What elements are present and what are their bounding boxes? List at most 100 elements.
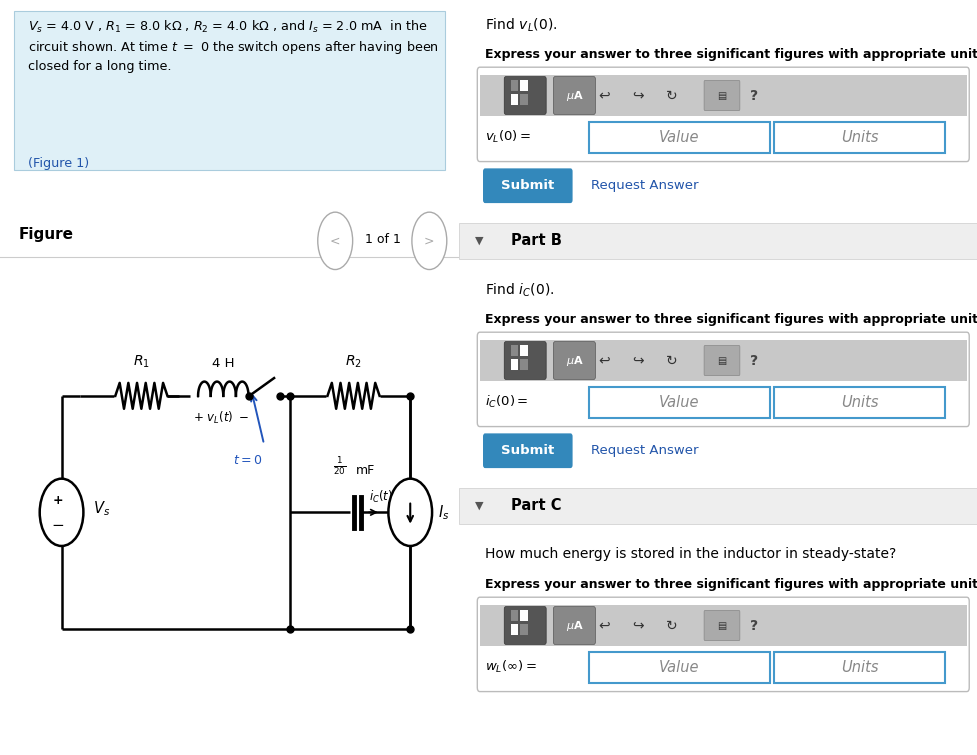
Text: Units: Units (840, 130, 878, 145)
FancyBboxPatch shape (483, 168, 573, 203)
FancyBboxPatch shape (478, 332, 969, 427)
Text: ?: ? (750, 353, 758, 368)
Text: (Figure 1): (Figure 1) (27, 157, 89, 170)
FancyBboxPatch shape (521, 94, 528, 104)
FancyBboxPatch shape (480, 75, 966, 116)
Text: ▼: ▼ (475, 501, 483, 511)
Text: −: − (52, 518, 64, 533)
FancyBboxPatch shape (504, 607, 546, 645)
Circle shape (318, 212, 353, 270)
Text: closed for a long time.: closed for a long time. (27, 60, 171, 72)
FancyBboxPatch shape (459, 223, 977, 259)
Text: ▤: ▤ (717, 356, 727, 365)
Text: $\mu$A: $\mu$A (566, 353, 583, 368)
FancyBboxPatch shape (504, 342, 546, 380)
FancyBboxPatch shape (511, 611, 518, 621)
Text: ↩: ↩ (598, 88, 610, 103)
Text: mF: mF (356, 464, 375, 476)
FancyBboxPatch shape (459, 488, 977, 524)
Text: Express your answer to three significant figures with appropriate units.: Express your answer to three significant… (485, 48, 977, 61)
FancyBboxPatch shape (480, 605, 966, 646)
FancyBboxPatch shape (521, 624, 528, 635)
Text: $i_C(0) =$: $i_C(0) =$ (485, 394, 529, 411)
FancyBboxPatch shape (511, 359, 518, 370)
Text: 4 H: 4 H (212, 357, 234, 370)
Text: Request Answer: Request Answer (591, 444, 699, 458)
Text: Find $v_L(0)$.: Find $v_L(0)$. (485, 17, 558, 34)
Text: ↩: ↩ (598, 618, 610, 633)
Text: Submit: Submit (501, 444, 554, 458)
Text: ↪: ↪ (632, 88, 644, 103)
Text: Units: Units (840, 395, 878, 410)
Text: $i_C(t)$: $i_C(t)$ (369, 488, 394, 504)
Text: ↻: ↻ (665, 88, 677, 103)
Text: $R_2$: $R_2$ (345, 353, 361, 370)
Text: $\frac{1}{20}$: $\frac{1}{20}$ (333, 455, 346, 476)
FancyBboxPatch shape (704, 611, 740, 641)
Text: Units: Units (840, 660, 878, 675)
FancyBboxPatch shape (774, 652, 945, 683)
Text: $\mu$A: $\mu$A (566, 88, 583, 103)
Text: $v_L(0) =$: $v_L(0) =$ (485, 129, 531, 146)
Text: Value: Value (659, 395, 700, 410)
Text: ↪: ↪ (632, 618, 644, 633)
FancyBboxPatch shape (774, 387, 945, 418)
FancyBboxPatch shape (511, 624, 518, 635)
Circle shape (40, 479, 83, 546)
Text: Part B: Part B (511, 233, 562, 248)
FancyBboxPatch shape (14, 11, 446, 170)
Text: Find $i_C(0)$.: Find $i_C(0)$. (485, 282, 555, 299)
Text: Figure: Figure (19, 226, 73, 242)
FancyBboxPatch shape (588, 387, 770, 418)
Text: 1 of 1: 1 of 1 (365, 233, 402, 246)
FancyBboxPatch shape (521, 81, 528, 91)
FancyBboxPatch shape (774, 122, 945, 153)
FancyBboxPatch shape (704, 346, 740, 376)
Circle shape (389, 479, 432, 546)
FancyBboxPatch shape (478, 67, 969, 162)
Text: How much energy is stored in the inductor in steady-state?: How much energy is stored in the inducto… (485, 547, 896, 561)
Text: ↩: ↩ (598, 353, 610, 368)
FancyBboxPatch shape (478, 597, 969, 692)
Text: <: < (330, 234, 340, 248)
Text: circuit shown. At time $t$ $=$ 0 the switch opens after having been: circuit shown. At time $t$ $=$ 0 the swi… (27, 39, 439, 57)
FancyBboxPatch shape (588, 652, 770, 683)
Text: $V_s$: $V_s$ (93, 500, 110, 519)
FancyBboxPatch shape (521, 359, 528, 370)
FancyBboxPatch shape (511, 94, 518, 104)
FancyBboxPatch shape (521, 346, 528, 356)
Text: ↪: ↪ (632, 353, 644, 368)
FancyBboxPatch shape (553, 607, 595, 645)
FancyBboxPatch shape (588, 122, 770, 153)
Text: $\mu$A: $\mu$A (566, 618, 583, 633)
FancyBboxPatch shape (553, 342, 595, 380)
Text: Request Answer: Request Answer (591, 179, 699, 193)
Text: ▤: ▤ (717, 91, 727, 100)
Circle shape (412, 212, 446, 270)
FancyBboxPatch shape (553, 77, 595, 115)
FancyBboxPatch shape (521, 611, 528, 621)
FancyBboxPatch shape (511, 346, 518, 356)
Text: $+\ v_L(t)\ -$: $+\ v_L(t)\ -$ (193, 410, 249, 426)
Text: Submit: Submit (501, 179, 554, 193)
FancyBboxPatch shape (504, 77, 546, 115)
Text: Express your answer to three significant figures with appropriate units.: Express your answer to three significant… (485, 313, 977, 326)
Text: $V_s$ = 4.0 V , $R_1$ = 8.0 k$\Omega$ , $R_2$ = 4.0 k$\Omega$ , and $I_s$ = 2.0 : $V_s$ = 4.0 V , $R_1$ = 8.0 k$\Omega$ , … (27, 19, 427, 35)
Text: $R_1$: $R_1$ (133, 353, 149, 370)
Text: ?: ? (750, 618, 758, 633)
Text: >: > (424, 234, 435, 248)
Text: +: + (53, 495, 64, 507)
FancyBboxPatch shape (483, 433, 573, 468)
Text: $t = 0$: $t = 0$ (233, 454, 262, 467)
Text: Value: Value (659, 130, 700, 145)
FancyBboxPatch shape (511, 81, 518, 91)
Text: $I_s$: $I_s$ (438, 503, 449, 522)
Text: ?: ? (750, 88, 758, 103)
Text: ▤: ▤ (717, 621, 727, 630)
Text: ↻: ↻ (665, 353, 677, 368)
Text: Express your answer to three significant figures with appropriate units.: Express your answer to three significant… (485, 578, 977, 591)
Text: Value: Value (659, 660, 700, 675)
Text: ▼: ▼ (475, 236, 483, 246)
FancyBboxPatch shape (480, 340, 966, 381)
FancyBboxPatch shape (704, 81, 740, 111)
